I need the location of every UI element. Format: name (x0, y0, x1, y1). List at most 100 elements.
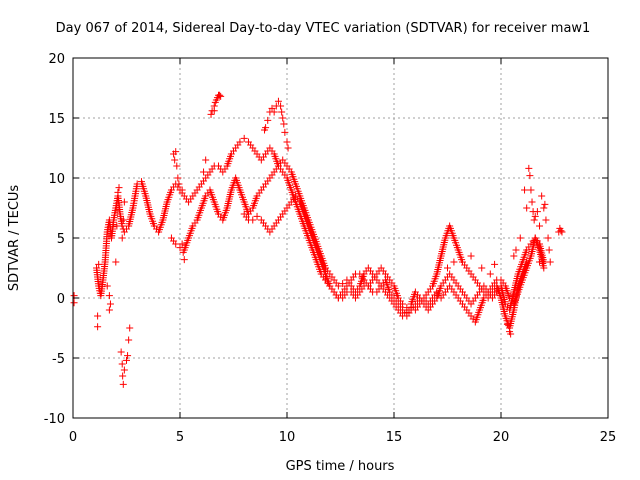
data-point-marker (491, 260, 499, 268)
data-point-marker (172, 148, 180, 156)
data-point-marker (281, 128, 289, 136)
data-point-marker (536, 222, 544, 230)
data-point-marker (105, 292, 113, 300)
y-tick-label: 5 (57, 232, 65, 247)
data-point-marker (268, 104, 276, 112)
data-point-marker (544, 234, 552, 242)
x-tick-label: 15 (386, 430, 403, 445)
data-point-marker (339, 280, 347, 288)
data-point-marker (557, 227, 565, 235)
data-point-marker (173, 162, 181, 170)
data-point-marker (277, 102, 285, 110)
y-tick-label: -10 (44, 412, 65, 427)
data-point-marker (120, 198, 128, 206)
data-point-marker (115, 184, 123, 192)
y-tick-label: 15 (48, 112, 65, 127)
x-tick-label: 0 (69, 430, 77, 445)
data-point-marker (284, 144, 292, 152)
data-point-marker (103, 282, 111, 290)
data-point-marker (516, 234, 524, 242)
data-point-marker (113, 222, 121, 230)
data-point-marker (507, 330, 515, 338)
data-point-marker (118, 234, 126, 242)
y-tick-label: -5 (52, 352, 65, 367)
x-axis-label: GPS time / hours (286, 459, 395, 474)
data-point-marker (249, 216, 257, 224)
data-point-marker (236, 138, 244, 146)
data-point-marker (126, 324, 134, 332)
data-point-marker (527, 186, 535, 194)
data-point-marker (278, 108, 286, 116)
data-point-marker (180, 256, 188, 264)
data-point-marker (283, 138, 291, 146)
data-point-marker (279, 114, 287, 122)
data-point-marker (542, 216, 550, 224)
data-points-layer (70, 91, 566, 388)
x-tick-label: 20 (493, 430, 510, 445)
data-point-marker (538, 192, 546, 200)
data-point-marker (178, 240, 186, 248)
data-point-marker (264, 116, 272, 124)
y-axis-label: SDTVAR / TECUs (7, 185, 22, 292)
data-point-marker (334, 282, 342, 290)
data-point-marker (95, 260, 103, 268)
x-tick-label: 10 (279, 430, 296, 445)
data-point-marker (262, 124, 270, 132)
data-point-marker (123, 356, 130, 364)
data-point-marker (525, 164, 533, 172)
data-point-marker (179, 248, 187, 256)
data-point-marker (546, 258, 554, 266)
data-point-marker (530, 216, 538, 224)
data-point-marker (478, 264, 486, 272)
data-point-marker (280, 120, 288, 128)
data-point-marker (526, 172, 534, 180)
y-tick-label: 0 (57, 292, 65, 307)
data-point-marker (253, 212, 261, 220)
data-point-marker (119, 372, 127, 380)
data-point-marker (94, 312, 102, 320)
data-point-marker (200, 168, 208, 176)
data-point-marker (501, 312, 509, 320)
data-point-marker (216, 91, 224, 99)
data-point-marker (174, 174, 182, 182)
data-point-marker (210, 102, 218, 110)
data-point-marker (70, 299, 78, 307)
data-point-marker (178, 186, 186, 194)
data-point-marker (171, 156, 179, 164)
data-point-marker (106, 300, 114, 308)
data-point-marker (274, 97, 282, 105)
data-point-marker (536, 258, 544, 266)
data-point-marker (528, 198, 536, 206)
x-tick-label: 25 (600, 430, 617, 445)
data-point-marker (270, 108, 278, 116)
data-point-marker (105, 306, 113, 314)
data-point-marker (120, 366, 128, 374)
data-point-marker (125, 336, 133, 344)
data-point-marker (117, 348, 125, 356)
data-point-marker (112, 258, 120, 266)
data-point-marker (521, 186, 529, 194)
data-point-marker (540, 264, 548, 272)
chart-title: Day 067 of 2014, Sidereal Day-to-day VTE… (56, 21, 591, 36)
plot-border (72, 57, 609, 419)
data-point-marker (531, 212, 539, 220)
data-point-marker (510, 252, 518, 260)
y-tick-label: 10 (48, 172, 65, 187)
data-point-marker (114, 188, 122, 196)
y-tick-label: 20 (48, 52, 65, 67)
data-point-marker (486, 270, 494, 278)
data-point-marker (545, 246, 553, 254)
data-point-marker (94, 323, 102, 331)
data-point-marker (444, 264, 451, 272)
data-point-marker (240, 134, 248, 142)
data-point-marker (217, 92, 225, 100)
data-point-marker (512, 246, 520, 254)
data-point-marker (175, 180, 183, 188)
data-point-marker (172, 240, 180, 248)
axis-layer: 0 5 10 15 20 25 -10 -5 0 5 10 15 20 (44, 52, 617, 445)
data-point-marker (207, 110, 215, 118)
data-point-marker (124, 352, 132, 360)
data-point-marker (119, 216, 127, 224)
